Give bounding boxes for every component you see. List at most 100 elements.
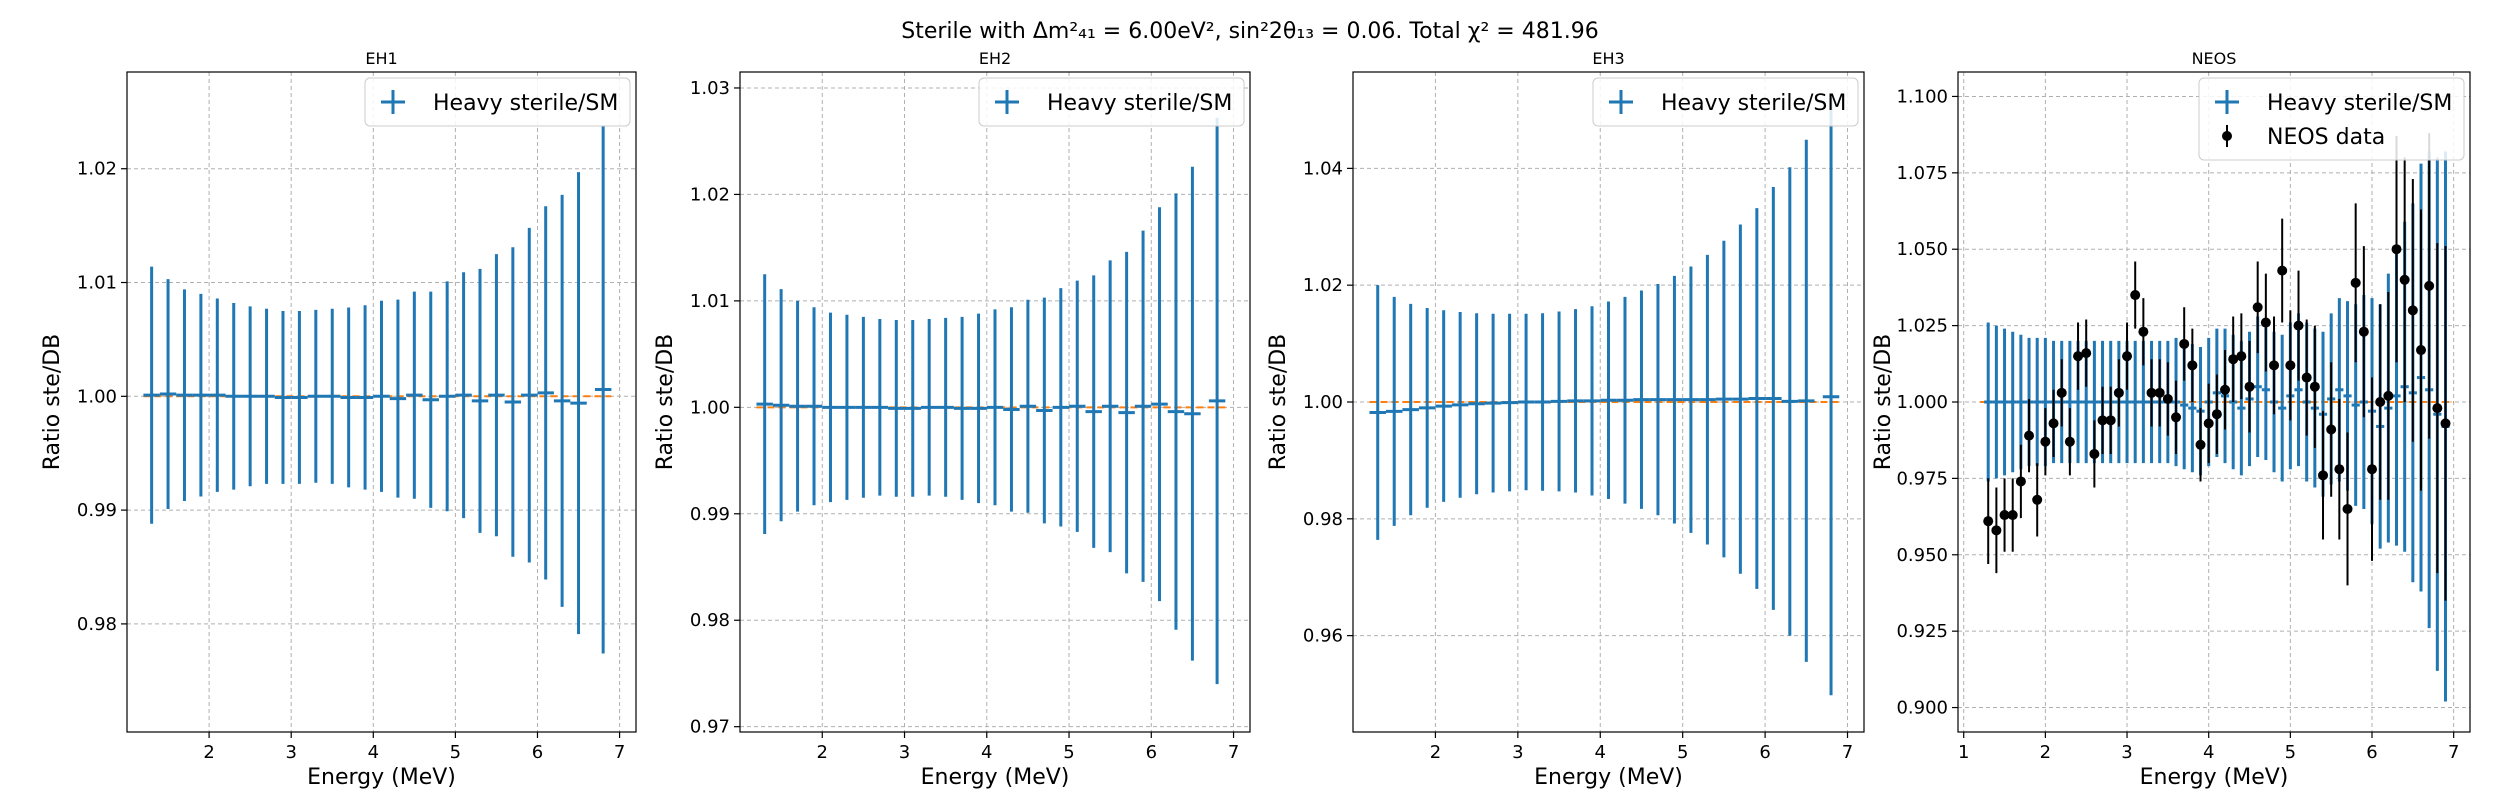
legend-box [1592,77,1859,127]
x-tick-label: 4 [981,742,992,763]
figure-suptitle: Sterile with Δm²₄₁ = 6.00eV², sin²2θ₁₃ =… [901,19,1598,44]
y-tick-label: 0.99 [690,504,730,525]
data-point [2179,338,2190,349]
panel-neos: 1 2 3 4 5 6 7 0.900 0.925 0.950 0.975 1.000 1.025 1.0… [1871,49,2471,790]
plot-area [1980,133,2454,702]
data-point [2293,320,2304,331]
y-tick-label: 0.99 [77,500,117,521]
panel-title: EH1 [365,49,397,68]
data-point [2048,418,2059,429]
x-axis-label: Energy (MeV) [307,765,456,790]
legend-label: Heavy sterile/SM [2267,91,2452,116]
data-point [2285,360,2296,371]
y-tick-label: 1.01 [690,291,730,312]
data-point [2032,494,2043,505]
data-point [2211,409,2222,420]
y-tick-label: 0.97 [690,717,730,738]
legend: Heavy sterile/SM [978,77,1245,127]
y-tick-label: 1.01 [77,273,117,294]
y-tick-label: 1.00 [690,397,730,418]
data-point [2440,418,2451,429]
data-point [2375,397,2386,407]
x-tick-label: 2 [2040,742,2051,763]
legend-box [978,77,1245,127]
y-tick-label: 1.000 [1896,392,1948,413]
y-tick-label: 0.950 [1896,545,1948,566]
data-point [2195,439,2206,450]
data-point [2220,384,2231,395]
data-point [2318,470,2329,481]
y-tick-label: 0.975 [1896,468,1948,489]
x-tick-label: 5 [1677,742,1688,763]
y-tick-label: 1.050 [1896,239,1948,260]
x-tick-label: 6 [1759,742,1770,763]
panel-eh1: 2 3 4 5 6 7 0.98 0.99 1.00 1.01 1.02 EH1 Energy (MeV… [40,49,637,790]
legend: Heavy sterile/SM [364,77,631,127]
legend-label: NEOS data [2267,125,2385,150]
data-point [2228,354,2239,365]
data-point [2007,510,2018,521]
data-point [2326,424,2337,435]
data-point [2015,476,2026,487]
y-axis-label: Ratio ste/DB [653,334,678,471]
data-point [2424,280,2435,291]
data-point [2416,345,2427,356]
data-point [2407,305,2418,316]
panel-eh2: 2 3 4 5 6 7 0.97 0.98 0.99 1.00 1.01 1.02 1.03 EH2 Ene… [653,49,1251,790]
y-tick-label: 1.00 [1303,392,1343,413]
x-tick-label: 5 [450,742,461,763]
y-tick-label: 0.98 [77,614,117,635]
data-point [2064,436,2075,447]
data-point [1999,510,2010,521]
y-tick-label: 1.02 [690,184,730,205]
data-point [2269,360,2280,371]
data-point [2260,317,2271,328]
y-tick-label: 1.04 [1303,158,1343,179]
data-point [2162,393,2173,404]
y-axis-label: Ratio ste/DB [1266,334,1291,471]
panels: 2 3 4 5 6 7 0.98 0.99 1.00 1.01 1.02 EH1 Energy (MeV… [40,49,2471,790]
x-tick-label: 1 [1958,742,1969,763]
data-point [2432,403,2443,414]
data-point [2097,415,2108,426]
data-point [2154,387,2165,398]
data-point [2105,415,2116,426]
legend-label: Heavy sterile/SM [1661,91,1846,116]
x-tick-label: 7 [2448,742,2459,763]
data-point [2309,381,2320,392]
x-tick-label: 6 [532,742,543,763]
data-point [2146,387,2157,398]
data-point [2138,326,2149,337]
y-tick-label: 0.98 [1303,509,1343,530]
legend-marker-data-point [2222,131,2232,141]
data-point [2122,351,2133,362]
y-tick-label: 0.96 [1303,626,1343,647]
data-point [2203,418,2214,429]
x-axis-label: Energy (MeV) [1534,765,1683,790]
data-point [2367,464,2378,475]
data-point [2024,430,2035,441]
y-tick-label: 1.025 [1896,316,1948,337]
x-tick-label: 2 [1430,742,1441,763]
plot-area [143,125,612,654]
x-tick-label: 6 [2366,742,2377,763]
data-point [2073,351,2084,362]
data-point [1983,516,1994,527]
data-point [2081,348,2092,359]
data-point [2244,381,2255,392]
x-tick-label: 7 [614,742,625,763]
data-point [2277,265,2288,276]
x-tick-label: 3 [1512,742,1523,763]
data-point [2130,290,2141,301]
x-tick-label: 7 [1228,742,1239,763]
legend-label: Heavy sterile/SM [433,91,618,116]
data-point [2399,274,2410,285]
y-tick-label: 1.02 [77,159,117,180]
data-point [2301,372,2312,383]
panel-title: NEOS [2192,49,2237,68]
data-point [2350,277,2361,288]
y-tick-label: 1.00 [77,386,117,407]
data-point [2252,302,2263,313]
panel-title: EH3 [1592,49,1624,68]
